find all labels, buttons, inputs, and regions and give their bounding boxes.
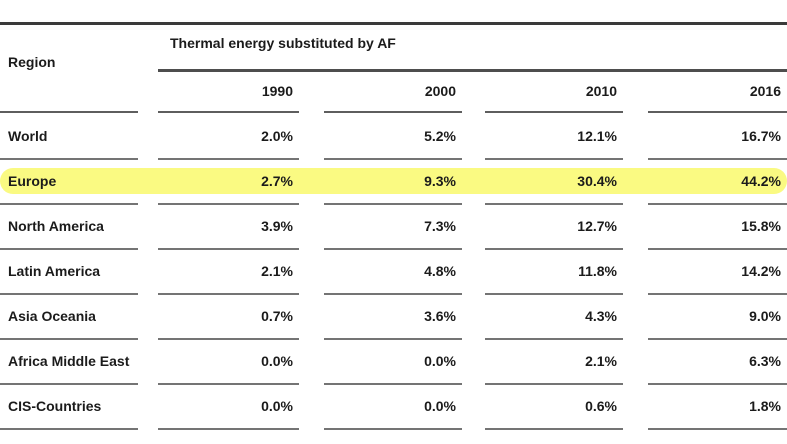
- group-header-underline: [158, 69, 787, 72]
- value-cell: 5.2%: [324, 116, 462, 161]
- value-cell: 0.0%: [324, 385, 462, 430]
- table-group-header: Thermal energy substituted by AF: [170, 35, 396, 51]
- year-header-row: 1990 2000 2010 2016: [0, 82, 787, 113]
- region-cell: World: [0, 116, 138, 161]
- region-cell: CIS-Countries: [0, 385, 138, 430]
- year-header-2000: 2000: [324, 82, 462, 113]
- year-header-spacer: [0, 82, 138, 113]
- table-row: Africa Middle East 0.0% 0.0% 2.1% 6.3%: [0, 340, 787, 386]
- region-cell: Europe: [0, 160, 138, 206]
- value-cell: 12.7%: [485, 205, 623, 251]
- region-cell: North America: [0, 205, 138, 251]
- year-header-1990: 1990: [158, 82, 299, 113]
- value-cell: 30.4%: [485, 160, 623, 206]
- table-row: Asia Oceania 0.7% 3.6% 4.3% 9.0%: [0, 295, 787, 341]
- region-column-header: Region: [8, 54, 56, 70]
- table-row: World 2.0% 5.2% 12.1% 16.7%: [0, 116, 787, 161]
- value-cell: 9.3%: [324, 160, 462, 206]
- value-cell: 0.0%: [158, 340, 299, 386]
- value-cell: 2.1%: [485, 340, 623, 386]
- value-cell: 15.8%: [648, 205, 787, 251]
- year-header-2010: 2010: [485, 82, 623, 113]
- table-row: North America 3.9% 7.3% 12.7% 15.8%: [0, 205, 787, 251]
- value-cell: 0.7%: [158, 295, 299, 341]
- value-cell: 1.8%: [648, 385, 787, 430]
- region-cell: Africa Middle East: [0, 340, 138, 386]
- value-cell: 9.0%: [648, 295, 787, 341]
- table-row: Latin America 2.1% 4.8% 11.8% 14.2%: [0, 250, 787, 296]
- value-cell: 16.7%: [648, 116, 787, 161]
- value-cell: 3.6%: [324, 295, 462, 341]
- region-cell: Asia Oceania: [0, 295, 138, 341]
- table-row: CIS-Countries 0.0% 0.0% 0.6% 1.8%: [0, 385, 787, 430]
- value-cell: 0.6%: [485, 385, 623, 430]
- value-cell: 12.1%: [485, 116, 623, 161]
- value-cell: 14.2%: [648, 250, 787, 296]
- value-cell: 6.3%: [648, 340, 787, 386]
- value-cell: 44.2%: [648, 160, 787, 206]
- table-body: World 2.0% 5.2% 12.1% 16.7% Europe 2.7% 9.3% 30.…: [0, 116, 787, 430]
- value-cell: 2.0%: [158, 116, 299, 161]
- value-cell: 2.7%: [158, 160, 299, 206]
- value-cell: 11.8%: [485, 250, 623, 296]
- table-row: Europe 2.7% 9.3% 30.4% 44.2%: [0, 160, 787, 206]
- region-cell: Latin America: [0, 250, 138, 296]
- value-cell: 4.3%: [485, 295, 623, 341]
- year-header-2016: 2016: [648, 82, 787, 113]
- value-cell: 7.3%: [324, 205, 462, 251]
- value-cell: 0.0%: [158, 385, 299, 430]
- table-top-rule: [0, 22, 787, 25]
- value-cell: 0.0%: [324, 340, 462, 386]
- value-cell: 2.1%: [158, 250, 299, 296]
- highlighter-mark: [0, 168, 787, 195]
- value-cell: 4.8%: [324, 250, 462, 296]
- value-cell: 3.9%: [158, 205, 299, 251]
